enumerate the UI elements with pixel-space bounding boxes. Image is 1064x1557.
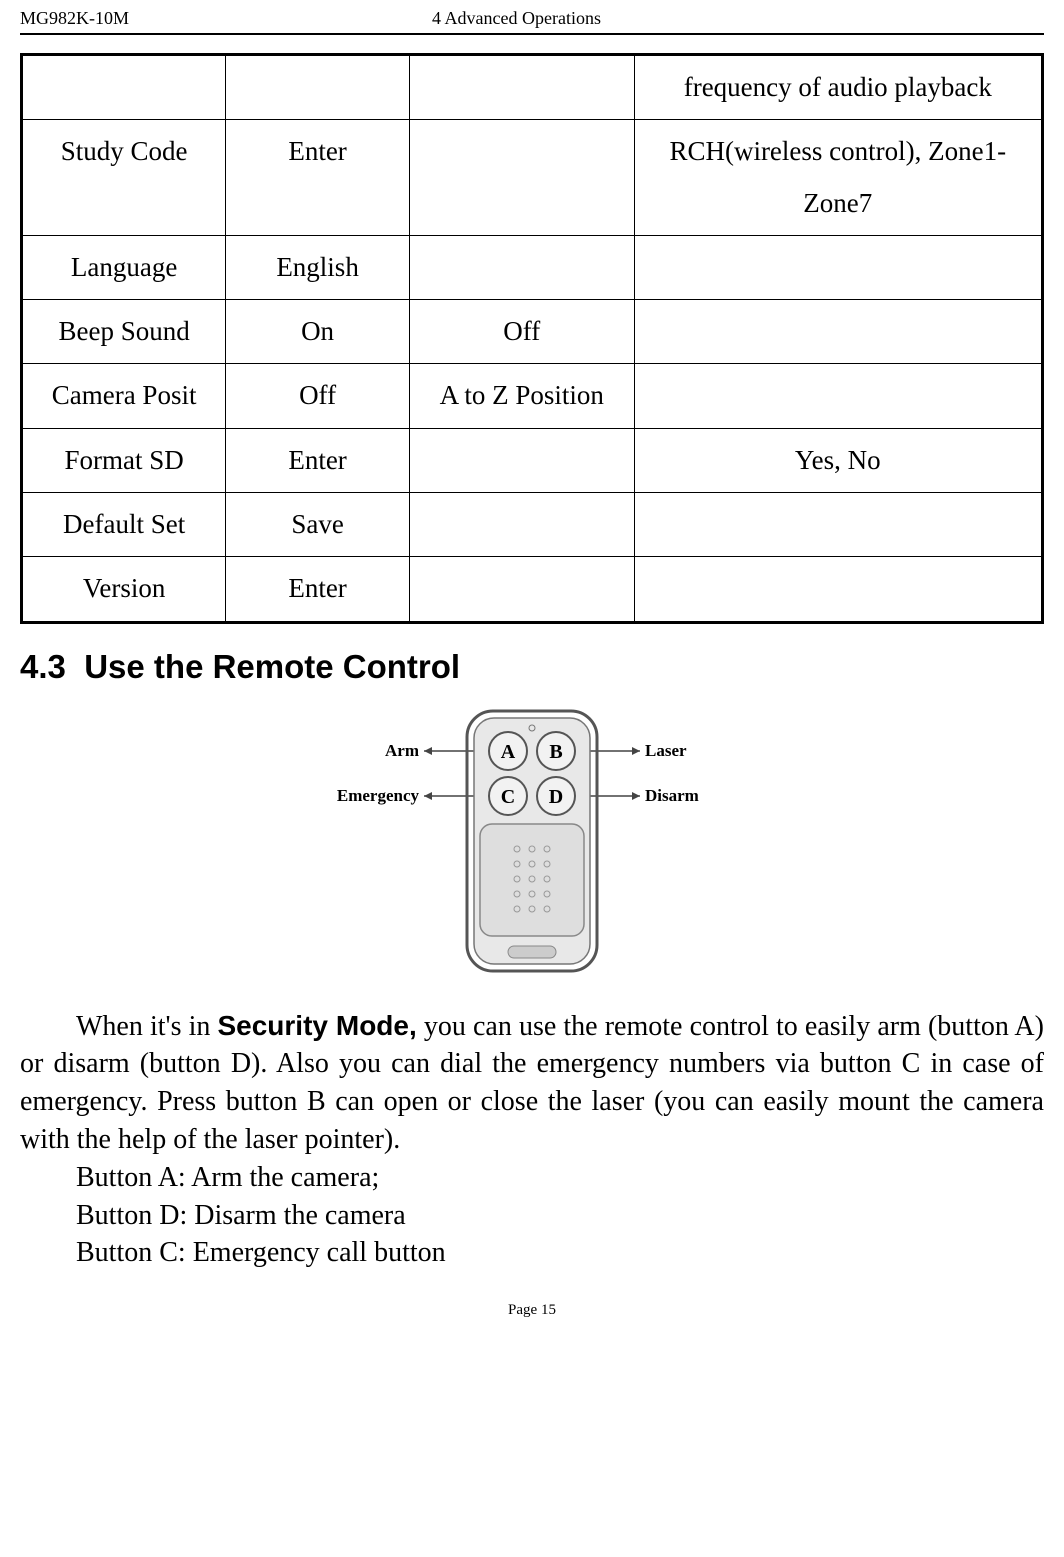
section-heading: 4.3 Use the Remote Control bbox=[20, 648, 1044, 686]
table-row: Default SetSave bbox=[22, 493, 1043, 557]
svg-text:C: C bbox=[501, 786, 515, 808]
table-cell: Enter bbox=[226, 428, 410, 492]
table-cell: Off bbox=[226, 364, 410, 428]
section-title-text: Use the Remote Control bbox=[84, 648, 460, 685]
table-cell bbox=[634, 493, 1042, 557]
table-cell bbox=[409, 557, 634, 622]
section-number: 4.3 bbox=[20, 648, 66, 685]
settings-table: frequency of audio playbackStudy CodeEnt… bbox=[20, 53, 1044, 624]
label-arm: Arm bbox=[385, 741, 419, 760]
table-cell bbox=[634, 364, 1042, 428]
table-cell: Enter bbox=[226, 120, 410, 236]
svg-text:A: A bbox=[501, 741, 516, 763]
table-cell: Version bbox=[22, 557, 226, 622]
header-model: MG982K-10M bbox=[20, 8, 129, 29]
para-bold: Security Mode, bbox=[217, 1010, 416, 1041]
remote-slide-cover bbox=[480, 824, 584, 936]
table-cell bbox=[409, 235, 634, 299]
table-row: Study CodeEnter RCH(wireless control), Zo… bbox=[22, 120, 1043, 236]
table-cell: A to Z Position bbox=[409, 364, 634, 428]
para-lead: When it's in bbox=[76, 1011, 217, 1042]
page-header: MG982K-10M 4 Advanced Operations bbox=[20, 0, 1044, 35]
table-cell bbox=[634, 235, 1042, 299]
table-cell: Off bbox=[409, 300, 634, 364]
table-cell bbox=[409, 493, 634, 557]
table-cell: Format SD bbox=[22, 428, 226, 492]
table-cell: Yes, No bbox=[634, 428, 1042, 492]
table-row: Camera PositOffA to Z Position bbox=[22, 364, 1043, 428]
table-row: LanguageEnglish bbox=[22, 235, 1043, 299]
table-row: Beep SoundOnOff bbox=[22, 300, 1043, 364]
table-cell: Save bbox=[226, 493, 410, 557]
table-cell bbox=[226, 55, 410, 120]
remote-control-figure: Arm Emergency Laser Disarm A B C D bbox=[20, 696, 1044, 991]
table-cell bbox=[634, 557, 1042, 622]
table-cell: Default Set bbox=[22, 493, 226, 557]
body-paragraph: When it's in Security Mode, you can use … bbox=[20, 1007, 1044, 1159]
button-a-line: Button A: Arm the camera; bbox=[20, 1159, 1044, 1197]
table-cell: On bbox=[226, 300, 410, 364]
button-d-line: Button D: Disarm the camera bbox=[20, 1197, 1044, 1235]
table-cell bbox=[22, 55, 226, 120]
table-cell bbox=[634, 300, 1042, 364]
table-cell bbox=[409, 55, 634, 120]
label-emergency: Emergency bbox=[337, 786, 420, 805]
table-row: Format SDEnter Yes, No bbox=[22, 428, 1043, 492]
table-cell: Enter bbox=[226, 557, 410, 622]
table-cell: Language bbox=[22, 235, 226, 299]
svg-text:D: D bbox=[549, 786, 563, 808]
table-cell: RCH(wireless control), Zone1-Zone7 bbox=[634, 120, 1042, 236]
button-c-line: Button C: Emergency call button bbox=[20, 1234, 1044, 1272]
table-cell: Camera Posit bbox=[22, 364, 226, 428]
table-cell: frequency of audio playback bbox=[634, 55, 1042, 120]
label-laser: Laser bbox=[645, 741, 687, 760]
svg-text:B: B bbox=[549, 741, 562, 763]
table-cell: Study Code bbox=[22, 120, 226, 236]
page-footer: Page 15 bbox=[20, 1302, 1044, 1329]
table-cell bbox=[409, 428, 634, 492]
table-cell: Beep Sound bbox=[22, 300, 226, 364]
table-cell bbox=[409, 120, 634, 236]
header-chapter: 4 Advanced Operations bbox=[129, 8, 904, 29]
remote-control-svg: Arm Emergency Laser Disarm A B C D bbox=[312, 696, 752, 986]
table-cell: English bbox=[226, 235, 410, 299]
table-row: VersionEnter bbox=[22, 557, 1043, 622]
label-disarm: Disarm bbox=[645, 786, 699, 805]
table-row: frequency of audio playback bbox=[22, 55, 1043, 120]
